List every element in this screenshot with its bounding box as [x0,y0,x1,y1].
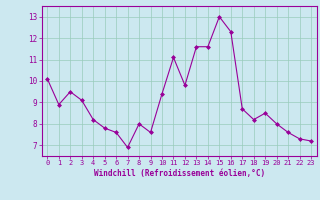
X-axis label: Windchill (Refroidissement éolien,°C): Windchill (Refroidissement éolien,°C) [94,169,265,178]
